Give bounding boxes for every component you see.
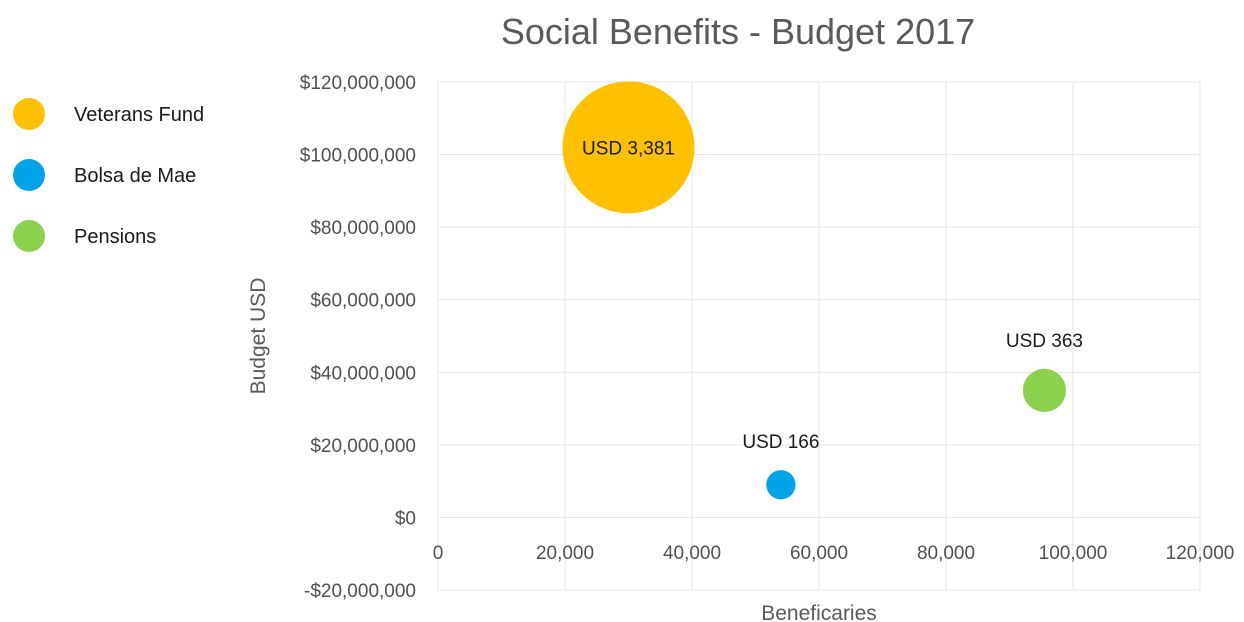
bubbles — [562, 81, 1067, 500]
y-tick-label: $100,000,000 — [300, 146, 416, 167]
y-tick-label: $120,000,000 — [300, 73, 416, 94]
x-axis-title: Beneficaries — [761, 602, 877, 622]
legend: Veterans Fund Bolsa de Mae Pensions — [13, 98, 204, 252]
x-tick-label: 40,000 — [663, 543, 721, 564]
bubble-veterans-fund[interactable] — [562, 81, 695, 214]
y-axis-ticks: $120,000,000 $100,000,000 $80,000,000 $60,0… — [300, 73, 416, 602]
chart-title: Social Benefits - Budget 2017 — [501, 11, 975, 52]
grid — [437, 81, 1201, 591]
legend-marker — [13, 98, 45, 130]
legend-marker — [13, 220, 45, 252]
legend-label: Bolsa de Mae — [74, 165, 196, 187]
x-tick-label: 100,000 — [1039, 543, 1108, 564]
legend-label: Pensions — [74, 226, 156, 248]
y-tick-label: $60,000,000 — [310, 291, 416, 312]
x-tick-label: 80,000 — [917, 543, 975, 564]
bubble-bolsa-de-mae[interactable] — [766, 470, 796, 500]
data-label: USD 3,381 — [582, 138, 675, 159]
y-axis-title: Budget USD — [247, 278, 270, 395]
data-label: USD 363 — [1006, 331, 1083, 352]
y-tick-label: $40,000,000 — [310, 363, 416, 384]
y-tick-label: $0 — [395, 508, 416, 529]
x-tick-label: 0 — [433, 543, 444, 564]
y-tick-label: $20,000,000 — [310, 436, 416, 457]
bubble-pensions[interactable] — [1022, 368, 1067, 413]
x-tick-label: 60,000 — [790, 543, 848, 564]
y-tick-label: -$20,000,000 — [304, 581, 416, 602]
legend-marker — [13, 159, 45, 191]
y-tick-label: $80,000,000 — [310, 218, 416, 239]
x-axis-ticks: 0 20,000 40,000 60,000 80,000 100,000 120,000 — [433, 543, 1235, 564]
x-tick-label: 20,000 — [536, 543, 594, 564]
x-tick-label: 120,000 — [1166, 543, 1235, 564]
legend-label: Veterans Fund — [74, 104, 204, 126]
data-label: USD 166 — [742, 432, 819, 453]
data-labels: USD 3,381 USD 166 USD 363 — [582, 138, 1083, 453]
